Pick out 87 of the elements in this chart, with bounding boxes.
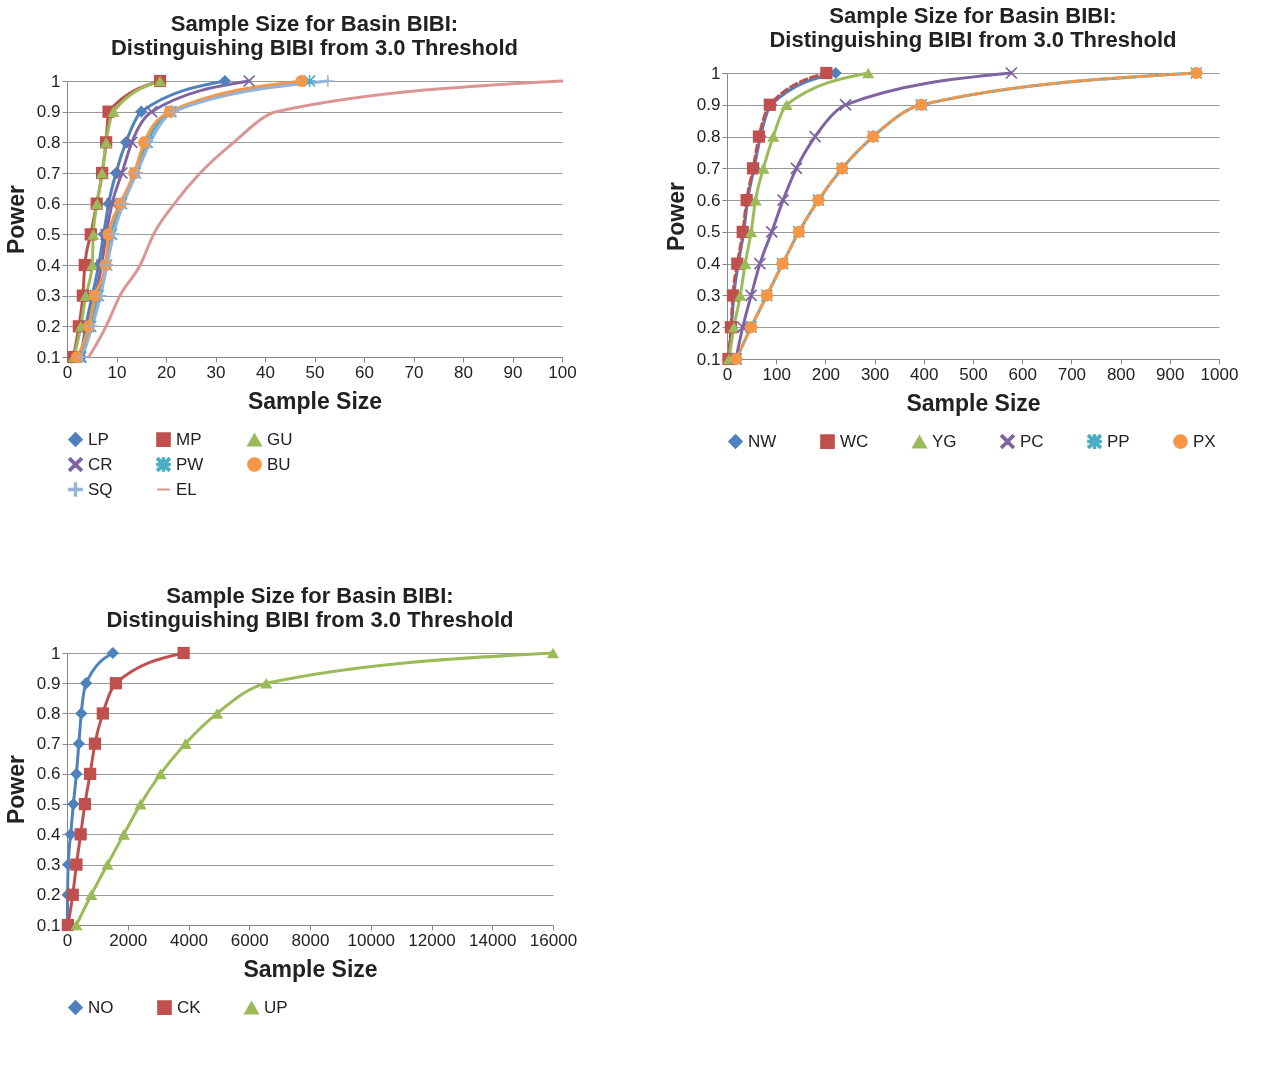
x-tick-label: 1000	[1200, 364, 1239, 384]
x-tick-label: 700	[1057, 364, 1087, 384]
y-tick-label: 0.7	[696, 158, 721, 178]
x-tick-label: 600	[1008, 364, 1037, 384]
x-tick-label: 0	[722, 364, 733, 384]
y-tick-label: 0.9	[36, 673, 61, 693]
y-tick-label: 0.1	[36, 347, 61, 367]
x-tick-label: 100	[548, 362, 577, 382]
y-tick-label: 0.2	[36, 885, 61, 905]
y-tick-label: 0.6	[696, 190, 721, 210]
y-tick-label: 0.8	[36, 132, 61, 152]
y-tick-label: 0.2	[36, 316, 61, 336]
y-tick-label: 1	[51, 643, 61, 663]
y-axis-title: Power	[2, 754, 29, 825]
x-tick-label: 0	[62, 362, 73, 382]
legend-label: YG	[932, 432, 957, 452]
x-tick-label: 2000	[109, 930, 148, 950]
chart-title: Sample Size for Basin BIBI: Distinguishing BIBI from 3.0 Threshold	[106, 583, 514, 632]
legend-label: PC	[1020, 431, 1044, 451]
y-tick-label: 0.7	[36, 163, 61, 183]
x-axis-title: Sample Size	[247, 387, 383, 414]
legend-label: SQ	[88, 479, 113, 499]
x-axis-title: Sample Size	[243, 955, 378, 982]
x-tick-label: 4000	[170, 930, 208, 950]
legend-label: NO	[88, 997, 114, 1017]
x-tick-label: 200	[811, 364, 841, 384]
y-tick-label: 0.5	[696, 222, 721, 242]
x-tick-label: 10	[107, 362, 127, 382]
y-tick-label: 0.5	[36, 794, 61, 814]
x-tick-label: 6000	[230, 930, 269, 950]
legend-label: LP	[88, 429, 109, 449]
x-tick-label: 60	[355, 362, 374, 382]
y-tick-label: 0.7	[36, 734, 61, 754]
y-tick-label: 0.2	[696, 317, 721, 337]
y-tick-label: 0.4	[696, 254, 721, 274]
y-tick-label: 0.8	[36, 703, 61, 723]
legend-label: UP	[264, 998, 288, 1018]
y-tick-label: 0.4	[36, 255, 61, 275]
y-tick-label: 0.3	[36, 855, 61, 875]
x-tick-label: 90	[503, 362, 523, 382]
legend-label: PP	[1107, 431, 1130, 451]
x-tick-label: 0	[62, 930, 73, 950]
legend-label: PW	[176, 454, 204, 474]
x-tick-label: 20	[157, 362, 176, 382]
legend-label: CK	[177, 997, 202, 1017]
x-tick-label: 14000	[469, 930, 517, 950]
y-tick-label: 0.3	[36, 286, 61, 306]
x-tick-label: 400	[910, 364, 939, 384]
x-tick-label: 900	[1156, 364, 1185, 384]
legend-label: BU	[267, 454, 291, 474]
y-tick-label: 0.6	[36, 764, 61, 784]
y-tick-label: 0.9	[36, 102, 61, 122]
legend-label: WC	[840, 431, 869, 451]
x-tick-label: 500	[959, 364, 988, 384]
x-tick-label: 8000	[291, 930, 330, 950]
y-tick-label: 0.5	[36, 224, 61, 244]
x-tick-label: 30	[206, 362, 226, 382]
y-tick-label: 1	[51, 71, 61, 91]
x-tick-label: 10000	[347, 930, 395, 950]
x-axis-title: Sample Size	[906, 389, 1041, 416]
legend-label: EL	[176, 479, 197, 499]
y-axis-title: Power	[2, 184, 29, 255]
x-tick-label: 16000	[529, 930, 578, 950]
x-tick-label: 800	[1106, 364, 1136, 384]
legend-label: CR	[88, 454, 113, 474]
y-tick-label: 0.1	[696, 349, 721, 369]
x-tick-label: 12000	[408, 930, 456, 950]
y-tick-label: 0.4	[36, 824, 61, 844]
x-tick-label: 80	[454, 362, 473, 382]
y-tick-label: 0.6	[36, 194, 61, 214]
x-tick-label: 50	[305, 362, 325, 382]
legend-label: MP	[176, 429, 202, 449]
x-tick-label: 300	[860, 364, 890, 384]
y-tick-label: 0.1	[36, 915, 61, 935]
chart-title: Sample Size for Basin BIBI: Distinguishing BIBI from 3.0 Threshold	[769, 3, 1177, 52]
legend-label: NW	[748, 431, 777, 451]
legend-label: PX	[1193, 431, 1216, 451]
y-tick-label: 0.3	[696, 285, 721, 305]
y-tick-label: 1	[711, 63, 721, 83]
y-tick-label: 0.8	[696, 127, 721, 147]
x-tick-label: 70	[404, 362, 424, 382]
x-tick-label: 40	[256, 362, 275, 382]
y-tick-label: 0.9	[696, 95, 721, 115]
chart-title: Sample Size for Basin BIBI: Distinguishing BIBI from 3.0 Threshold	[110, 11, 519, 60]
x-tick-label: 100	[762, 364, 791, 384]
legend-label: GU	[267, 430, 293, 450]
y-axis-title: Power	[662, 181, 689, 252]
